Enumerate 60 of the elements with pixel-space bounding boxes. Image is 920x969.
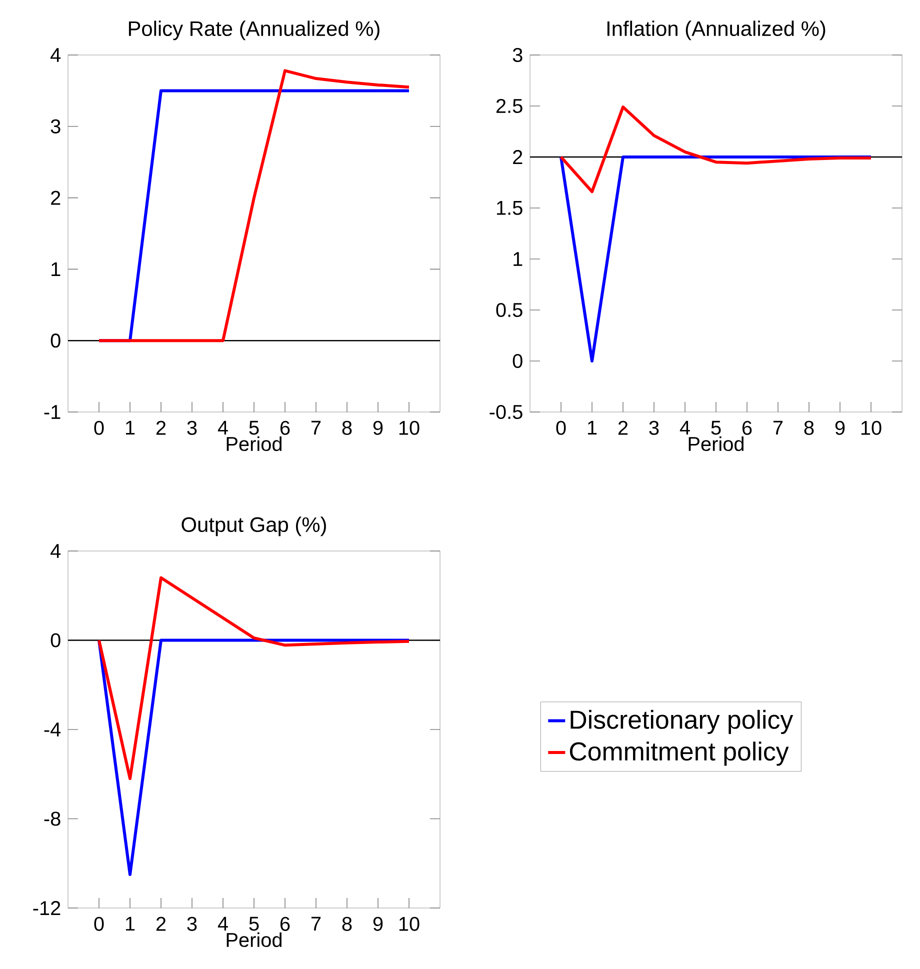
x-axis-title: Period <box>226 436 282 452</box>
x-tick-label: 7 <box>311 420 321 435</box>
x-tick-label: 5 <box>249 420 259 435</box>
y-tick-label: 3 <box>50 119 60 134</box>
y-tick-label: -12 <box>33 901 60 915</box>
y-tick-label: 0 <box>512 354 522 368</box>
x-tick-label: 6 <box>280 916 290 931</box>
y-tick-label: 3 <box>512 48 522 62</box>
y-tick-label: 0 <box>50 334 60 348</box>
y-tick-label: -0.5 <box>490 404 522 420</box>
x-tick-label: 0 <box>94 916 104 931</box>
x-tick-label: 9 <box>835 420 845 435</box>
x-tick-label: 6 <box>280 420 290 435</box>
y-tick-label: 2.5 <box>496 98 522 114</box>
x-tick-label: 7 <box>311 916 321 931</box>
x-tick-label: 8 <box>342 420 352 435</box>
y-tick-label: -1 <box>44 405 60 419</box>
x-tick-label: 0 <box>94 420 104 435</box>
chart-title: Policy Rate (Annualized %) <box>128 20 380 40</box>
x-tick-label: 2 <box>156 420 166 435</box>
y-tick-label: 1 <box>514 252 522 266</box>
x-tick-label: 8 <box>342 916 352 931</box>
x-tick-label: 7 <box>773 420 783 435</box>
x-tick-label: 10 <box>861 420 882 435</box>
y-tick-label: 4 <box>50 48 61 62</box>
x-tick-label: 5 <box>249 916 259 931</box>
x-tick-label: 3 <box>187 420 197 435</box>
x-tick-label: 4 <box>680 420 690 435</box>
x-tick-label: 1 <box>588 420 597 435</box>
x-tick-label: 2 <box>618 420 628 435</box>
x-tick-label: 1 <box>126 916 135 931</box>
x-tick-label: 4 <box>218 420 228 435</box>
x-tick-label: 10 <box>399 916 420 931</box>
x-axis-title: Period <box>226 932 282 948</box>
y-tick-label: 2 <box>51 190 60 205</box>
x-tick-label: 9 <box>373 420 383 435</box>
x-tick-label: 8 <box>804 420 814 435</box>
x-tick-label: 3 <box>649 420 659 435</box>
x-tick-label: 1 <box>126 420 135 435</box>
x-tick-label: 4 <box>218 916 228 931</box>
x-tick-label: 10 <box>399 420 420 435</box>
chart-title: Output Gap (%) <box>182 516 326 536</box>
x-tick-label: 9 <box>373 916 383 931</box>
legend-label: Commitment policy <box>570 742 789 766</box>
x-axis-title: Period <box>688 436 744 452</box>
legend-label: Discretionary policy <box>570 710 794 734</box>
y-tick-label: 0.5 <box>496 302 522 318</box>
y-tick-label: 1.5 <box>496 201 522 215</box>
chart-title: Inflation (Annualized %) <box>607 20 826 40</box>
y-tick-label: 1 <box>52 262 60 276</box>
x-tick-label: 0 <box>556 420 566 435</box>
x-tick-label: 2 <box>156 916 166 931</box>
y-tick-label: -8 <box>44 812 60 826</box>
x-tick-label: 3 <box>187 916 197 931</box>
x-tick-label: 6 <box>742 420 752 435</box>
y-tick-label: -4 <box>44 722 61 736</box>
y-tick-label: 2 <box>513 150 522 164</box>
y-tick-label: 4 <box>50 544 61 558</box>
x-tick-label: 5 <box>711 420 721 435</box>
y-tick-label: 0 <box>50 633 60 648</box>
